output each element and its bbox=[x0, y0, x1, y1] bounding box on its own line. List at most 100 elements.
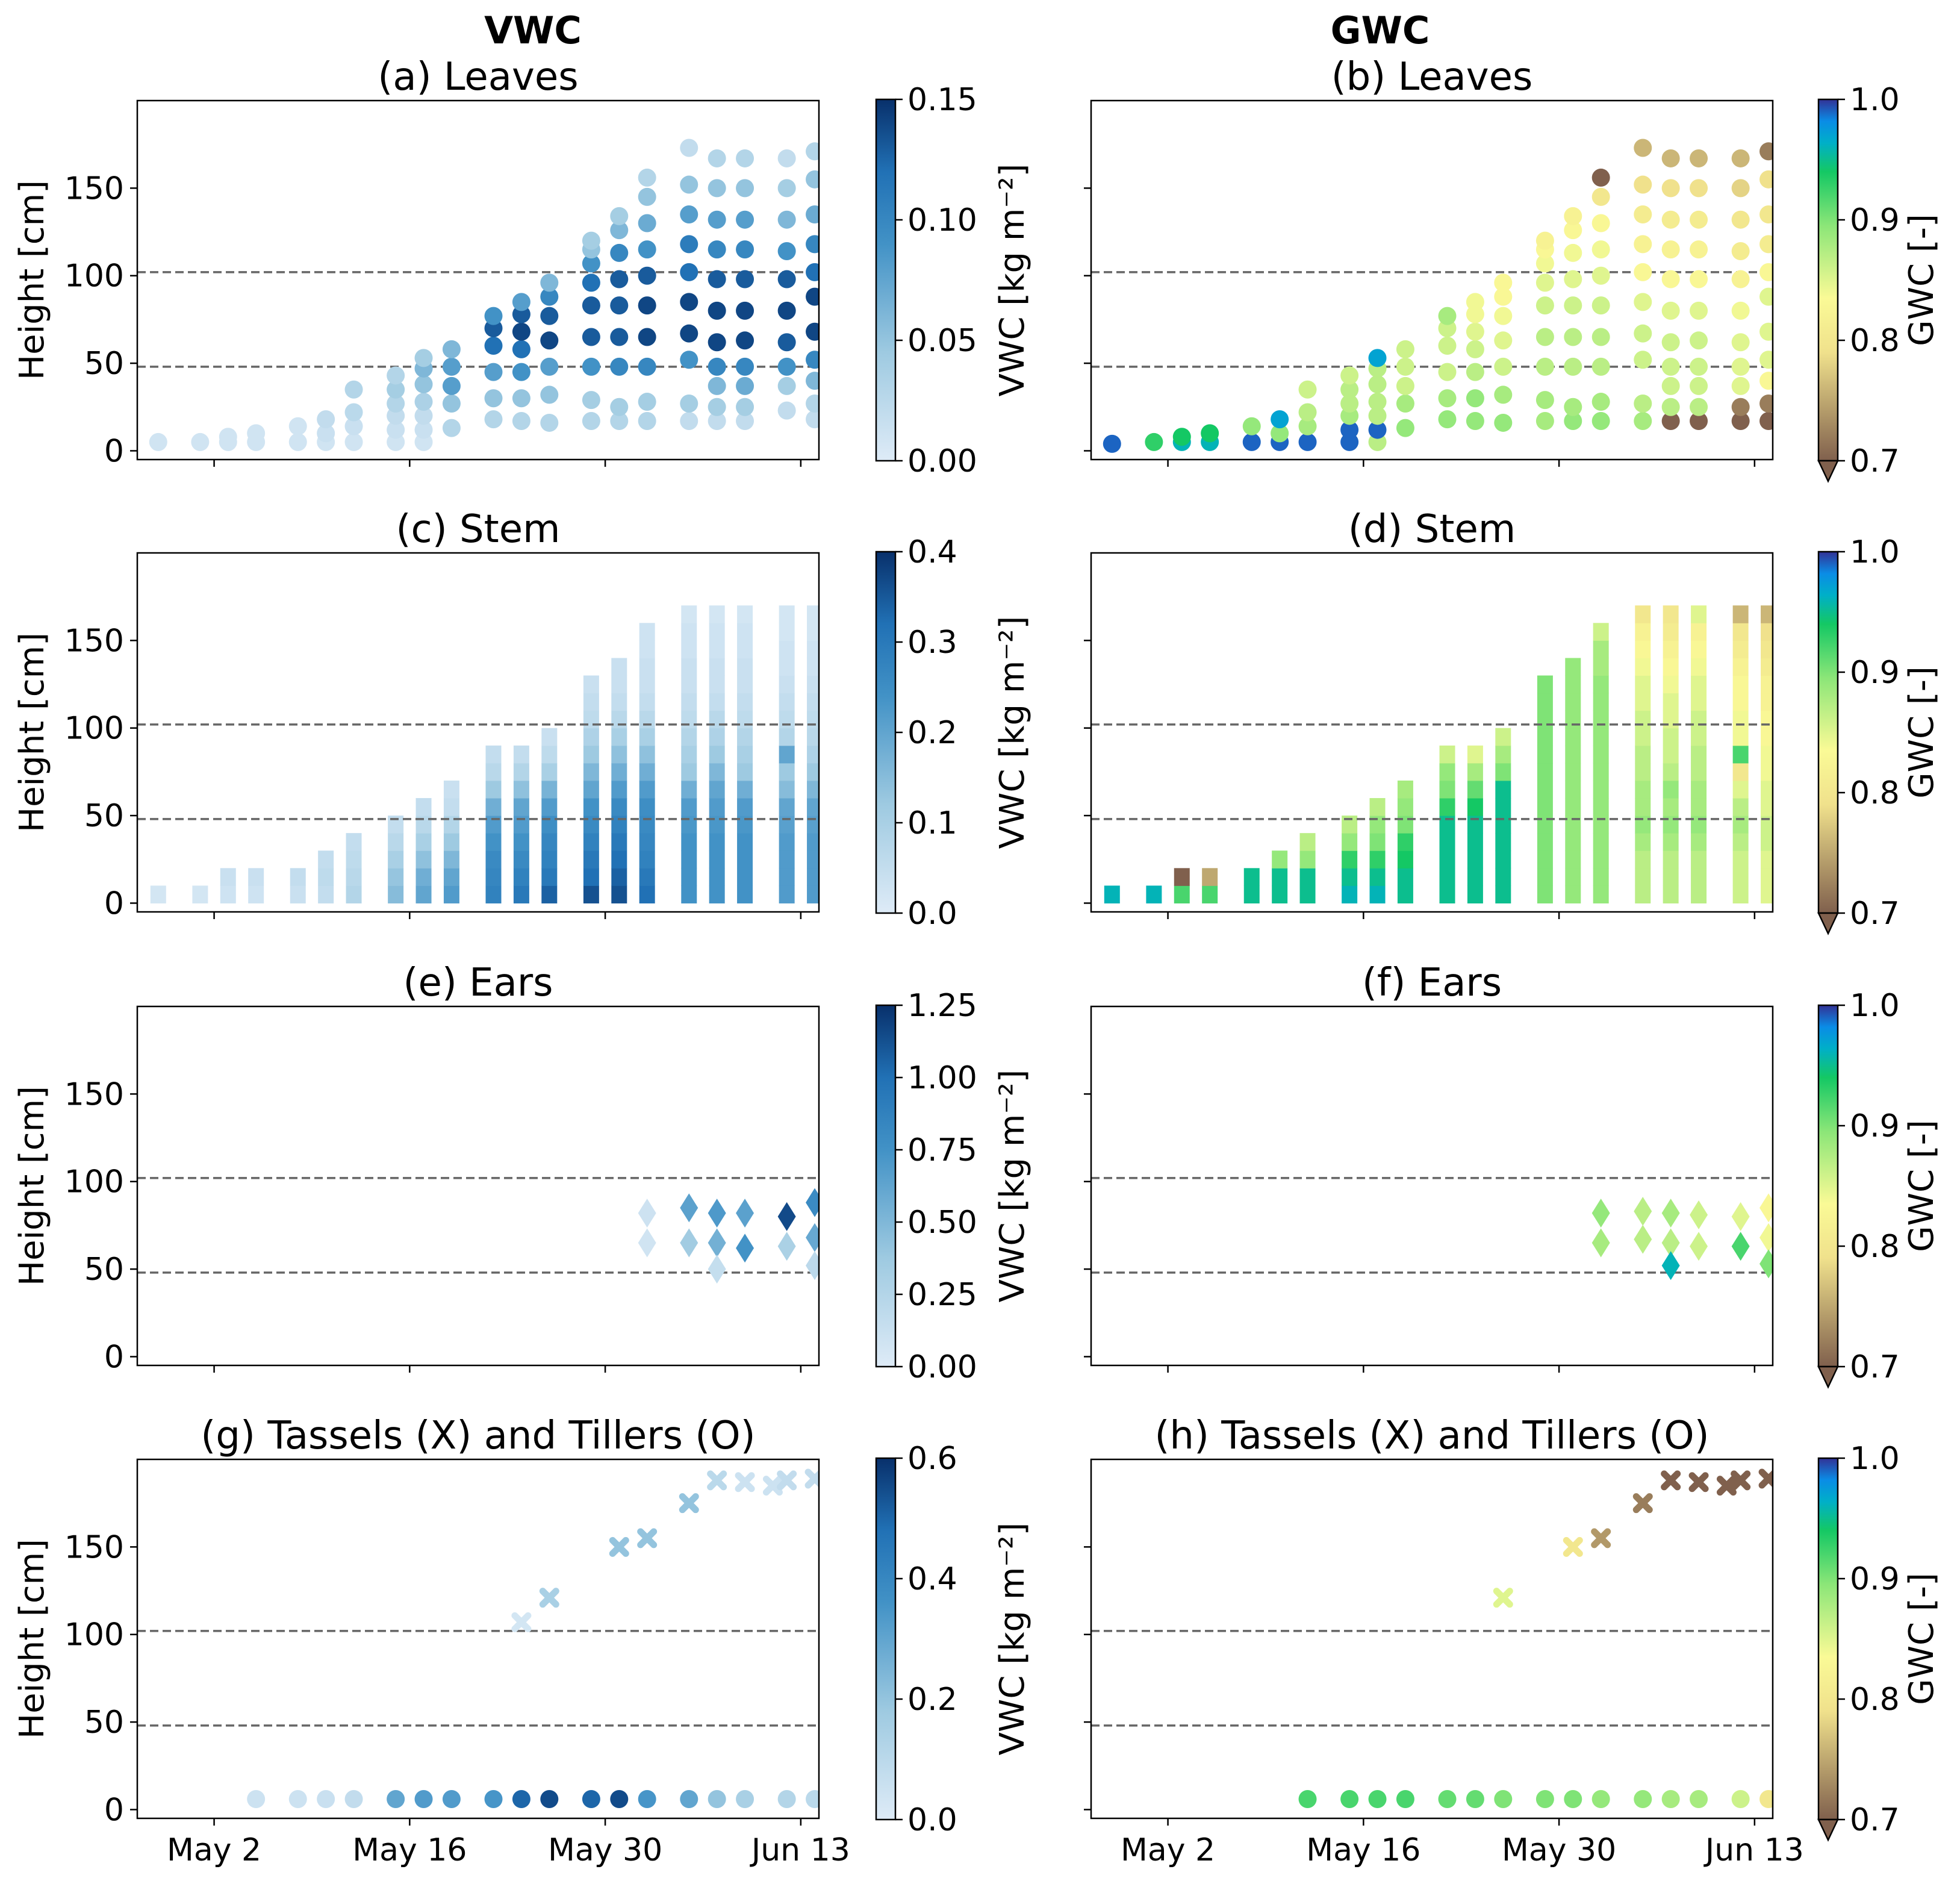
leaf-marker bbox=[442, 394, 461, 413]
stem-segment bbox=[583, 798, 599, 816]
y-tick-label: 50 bbox=[84, 1252, 124, 1288]
stem-segment bbox=[639, 885, 655, 903]
leaf-marker bbox=[806, 287, 819, 306]
stem-segment bbox=[1104, 885, 1120, 903]
stem-segment bbox=[1593, 780, 1609, 799]
leaf-marker bbox=[708, 240, 726, 259]
leaf-marker bbox=[708, 149, 726, 167]
leaf-marker bbox=[708, 398, 726, 416]
stem-segment bbox=[1691, 693, 1707, 711]
stem-segment bbox=[1537, 798, 1553, 816]
stem-segment bbox=[639, 658, 655, 676]
stem-segment bbox=[1761, 623, 1773, 641]
stem-segment bbox=[807, 763, 819, 781]
stem-segment bbox=[1565, 658, 1581, 676]
stem-segment bbox=[1467, 833, 1483, 851]
stem-segment bbox=[1761, 675, 1773, 694]
x-tick-label: May 30 bbox=[548, 1832, 662, 1868]
leaf-marker bbox=[708, 357, 726, 376]
tiller-marker bbox=[1396, 1790, 1414, 1809]
stem-segment bbox=[1761, 763, 1773, 781]
stem-segment bbox=[1369, 833, 1386, 851]
leaf-marker bbox=[1340, 366, 1359, 385]
leaf-marker bbox=[1634, 205, 1652, 223]
leaf-marker bbox=[1494, 357, 1513, 376]
plot-background bbox=[137, 1006, 819, 1365]
stem-segment bbox=[779, 885, 795, 903]
colorbar-tick-label: 0.25 bbox=[907, 1277, 977, 1313]
ear-marker bbox=[777, 1202, 796, 1231]
ear-marker bbox=[1661, 1199, 1680, 1228]
stem-segment bbox=[485, 780, 502, 799]
stem-segment bbox=[1663, 745, 1679, 764]
leaf-marker bbox=[610, 398, 629, 416]
leaf-marker bbox=[442, 340, 461, 358]
stem-segment bbox=[220, 868, 236, 886]
colorbar-tick-label: 0.3 bbox=[907, 625, 957, 661]
ear-marker bbox=[1759, 1249, 1773, 1279]
tassel-marker bbox=[637, 1528, 658, 1549]
stem-segment bbox=[1202, 868, 1218, 886]
x-tick-label: Jun 13 bbox=[1703, 1832, 1804, 1868]
ear-marker bbox=[708, 1255, 726, 1284]
stem-segment bbox=[1467, 780, 1483, 799]
leaf-marker bbox=[680, 394, 698, 413]
stem-segment bbox=[1593, 640, 1609, 658]
y-tick-label: 150 bbox=[64, 170, 124, 207]
leaf-marker bbox=[414, 375, 433, 393]
leaf-marker bbox=[1535, 254, 1554, 273]
leaf-marker bbox=[1634, 235, 1652, 254]
leaf-marker bbox=[1661, 179, 1680, 198]
stem-segment bbox=[541, 850, 558, 869]
stem-segment bbox=[1691, 623, 1707, 641]
stem-segment bbox=[583, 710, 599, 729]
ear-marker bbox=[736, 1199, 754, 1228]
leaf-marker bbox=[1564, 207, 1582, 225]
leaf-marker bbox=[1634, 351, 1652, 369]
stem-segment bbox=[1593, 868, 1609, 886]
x-tick-label: May 16 bbox=[1306, 1832, 1420, 1868]
stem-segment bbox=[541, 868, 558, 886]
stem-segment bbox=[1732, 868, 1749, 886]
stem-segment bbox=[1732, 658, 1749, 676]
colorbar bbox=[1817, 1457, 1839, 1821]
panel-title: (f) Ears bbox=[1362, 961, 1502, 1005]
stem-segment bbox=[541, 728, 558, 746]
leaf-marker bbox=[1661, 149, 1680, 167]
panel-title: (d) Stem bbox=[1348, 507, 1516, 552]
stem-segment bbox=[1272, 850, 1288, 869]
stem-segment bbox=[1732, 780, 1749, 799]
colorbar-tick-label: 0.9 bbox=[1850, 1561, 1900, 1597]
leaf-marker bbox=[1438, 389, 1457, 408]
stem-segment bbox=[709, 623, 725, 641]
stem-segment bbox=[807, 885, 819, 903]
ear-marker bbox=[1690, 1232, 1708, 1261]
stem-segment bbox=[737, 623, 753, 641]
stem-segment bbox=[290, 868, 306, 886]
leaf-marker bbox=[1759, 142, 1773, 161]
stem-segment bbox=[248, 885, 264, 903]
colorbar-tick-label: 0.05 bbox=[907, 323, 977, 359]
y-tick-label: 100 bbox=[64, 711, 124, 747]
stem-segment bbox=[681, 885, 697, 903]
stem-segment bbox=[779, 658, 795, 676]
y-axis-label: Height [cm] bbox=[13, 180, 52, 380]
tiller-marker bbox=[638, 1790, 656, 1809]
colorbar-tick-label: 0.9 bbox=[1850, 655, 1900, 691]
leaf-marker bbox=[1731, 357, 1750, 376]
stem-segment bbox=[1593, 675, 1609, 694]
stem-segment bbox=[485, 868, 502, 886]
tassel-marker bbox=[762, 1476, 783, 1496]
stem-segment bbox=[1537, 868, 1553, 886]
leaf-marker bbox=[484, 410, 503, 429]
stem-segment bbox=[1761, 780, 1773, 799]
plot-area bbox=[1091, 605, 1773, 903]
leaf-marker bbox=[638, 266, 656, 285]
stem-segment bbox=[318, 850, 334, 869]
stem-segment bbox=[1663, 658, 1679, 676]
leaf-marker bbox=[777, 270, 796, 289]
leaf-marker bbox=[1661, 357, 1680, 376]
stem-segment bbox=[709, 798, 725, 816]
stem-segment bbox=[443, 885, 459, 903]
stem-segment bbox=[513, 868, 529, 886]
